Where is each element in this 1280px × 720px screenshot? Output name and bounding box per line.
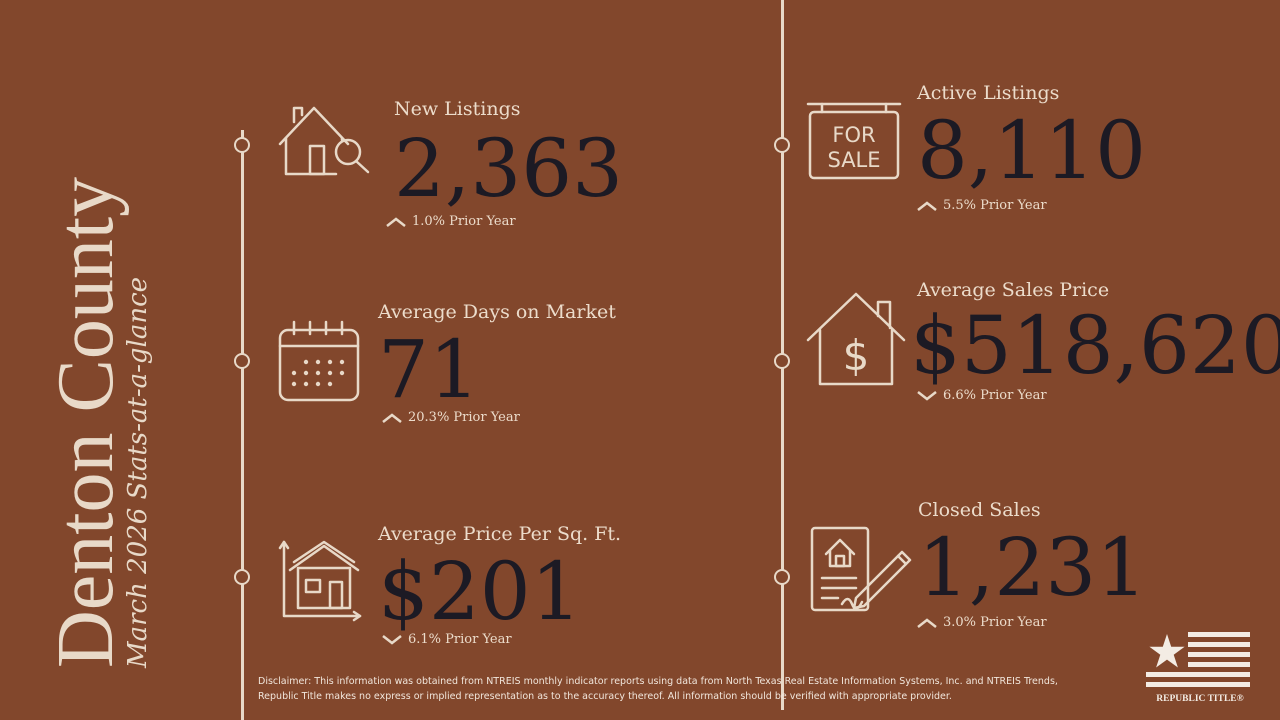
avg-sales-price-value: $518,620 <box>910 299 1280 392</box>
chevron-up-icon <box>386 216 406 227</box>
closed-sales-value: 1,231 <box>918 521 1148 614</box>
new-listings-label: New Listings <box>394 98 521 120</box>
avg-days-change: 20.3% Prior Year <box>380 410 520 425</box>
avg-sales-price-label: Average Sales Price <box>917 279 1110 301</box>
avg-days-label: Average Days on Market <box>378 301 616 323</box>
republic-title-flag-logo <box>1146 628 1250 687</box>
logo-text: REPUBLIC TITLE® <box>1156 694 1244 704</box>
change-text: 6.1% Prior Year <box>408 632 512 647</box>
timeline-node <box>774 137 790 153</box>
active-listings-value: 8,110 <box>917 104 1147 197</box>
avg-price-sqft-change: 6.1% Prior Year <box>380 632 512 647</box>
change-text: 20.3% Prior Year <box>408 410 520 425</box>
chevron-down-icon <box>917 390 937 401</box>
closed-sales-label: Closed Sales <box>918 499 1041 521</box>
avg-sales-price-change: 6.6% Prior Year <box>915 388 1047 403</box>
chevron-up-icon <box>917 617 937 628</box>
timeline-node <box>774 353 790 369</box>
chevron-down-icon <box>382 634 402 645</box>
new-listings-change: 1.0% Prior Year <box>384 214 516 229</box>
avg-price-sqft-value: $201 <box>378 545 582 638</box>
change-text: 3.0% Prior Year <box>943 615 1047 630</box>
active-listings-change: 5.5% Prior Year <box>915 198 1047 213</box>
house-search-icon <box>278 106 370 176</box>
closed-sales-change: 3.0% Prior Year <box>915 615 1047 630</box>
avg-price-sqft-label: Average Price Per Sq. Ft. <box>378 523 622 545</box>
new-listings-value: 2,363 <box>394 122 624 215</box>
for-sale-sign-icon: FOR SALE <box>806 102 902 180</box>
change-text: 1.0% Prior Year <box>412 214 516 229</box>
timeline-node <box>774 569 790 585</box>
avg-days-value: 71 <box>378 323 480 416</box>
chevron-up-icon <box>917 200 937 211</box>
calendar-icon <box>278 320 360 402</box>
for-sale-line1: FOR <box>832 123 875 147</box>
signed-contract-icon <box>810 526 912 612</box>
house-growth-chart-icon <box>278 540 362 622</box>
report-subtitle: March 2026 Stats-at-a-glance <box>123 276 153 668</box>
active-listings-label: Active Listings <box>917 82 1060 104</box>
change-text: 5.5% Prior Year <box>943 198 1047 213</box>
timeline-node <box>234 137 250 153</box>
timeline-node <box>234 569 250 585</box>
timeline-node <box>234 353 250 369</box>
svg-text:$: $ <box>843 331 870 380</box>
house-dollar-icon: $ <box>806 292 906 386</box>
for-sale-line2: SALE <box>827 148 880 172</box>
disclaimer-text: Disclaimer: This information was obtaine… <box>258 676 1058 702</box>
chevron-up-icon <box>382 412 402 423</box>
left-timeline <box>241 130 244 720</box>
change-text: 6.6% Prior Year <box>943 388 1047 403</box>
